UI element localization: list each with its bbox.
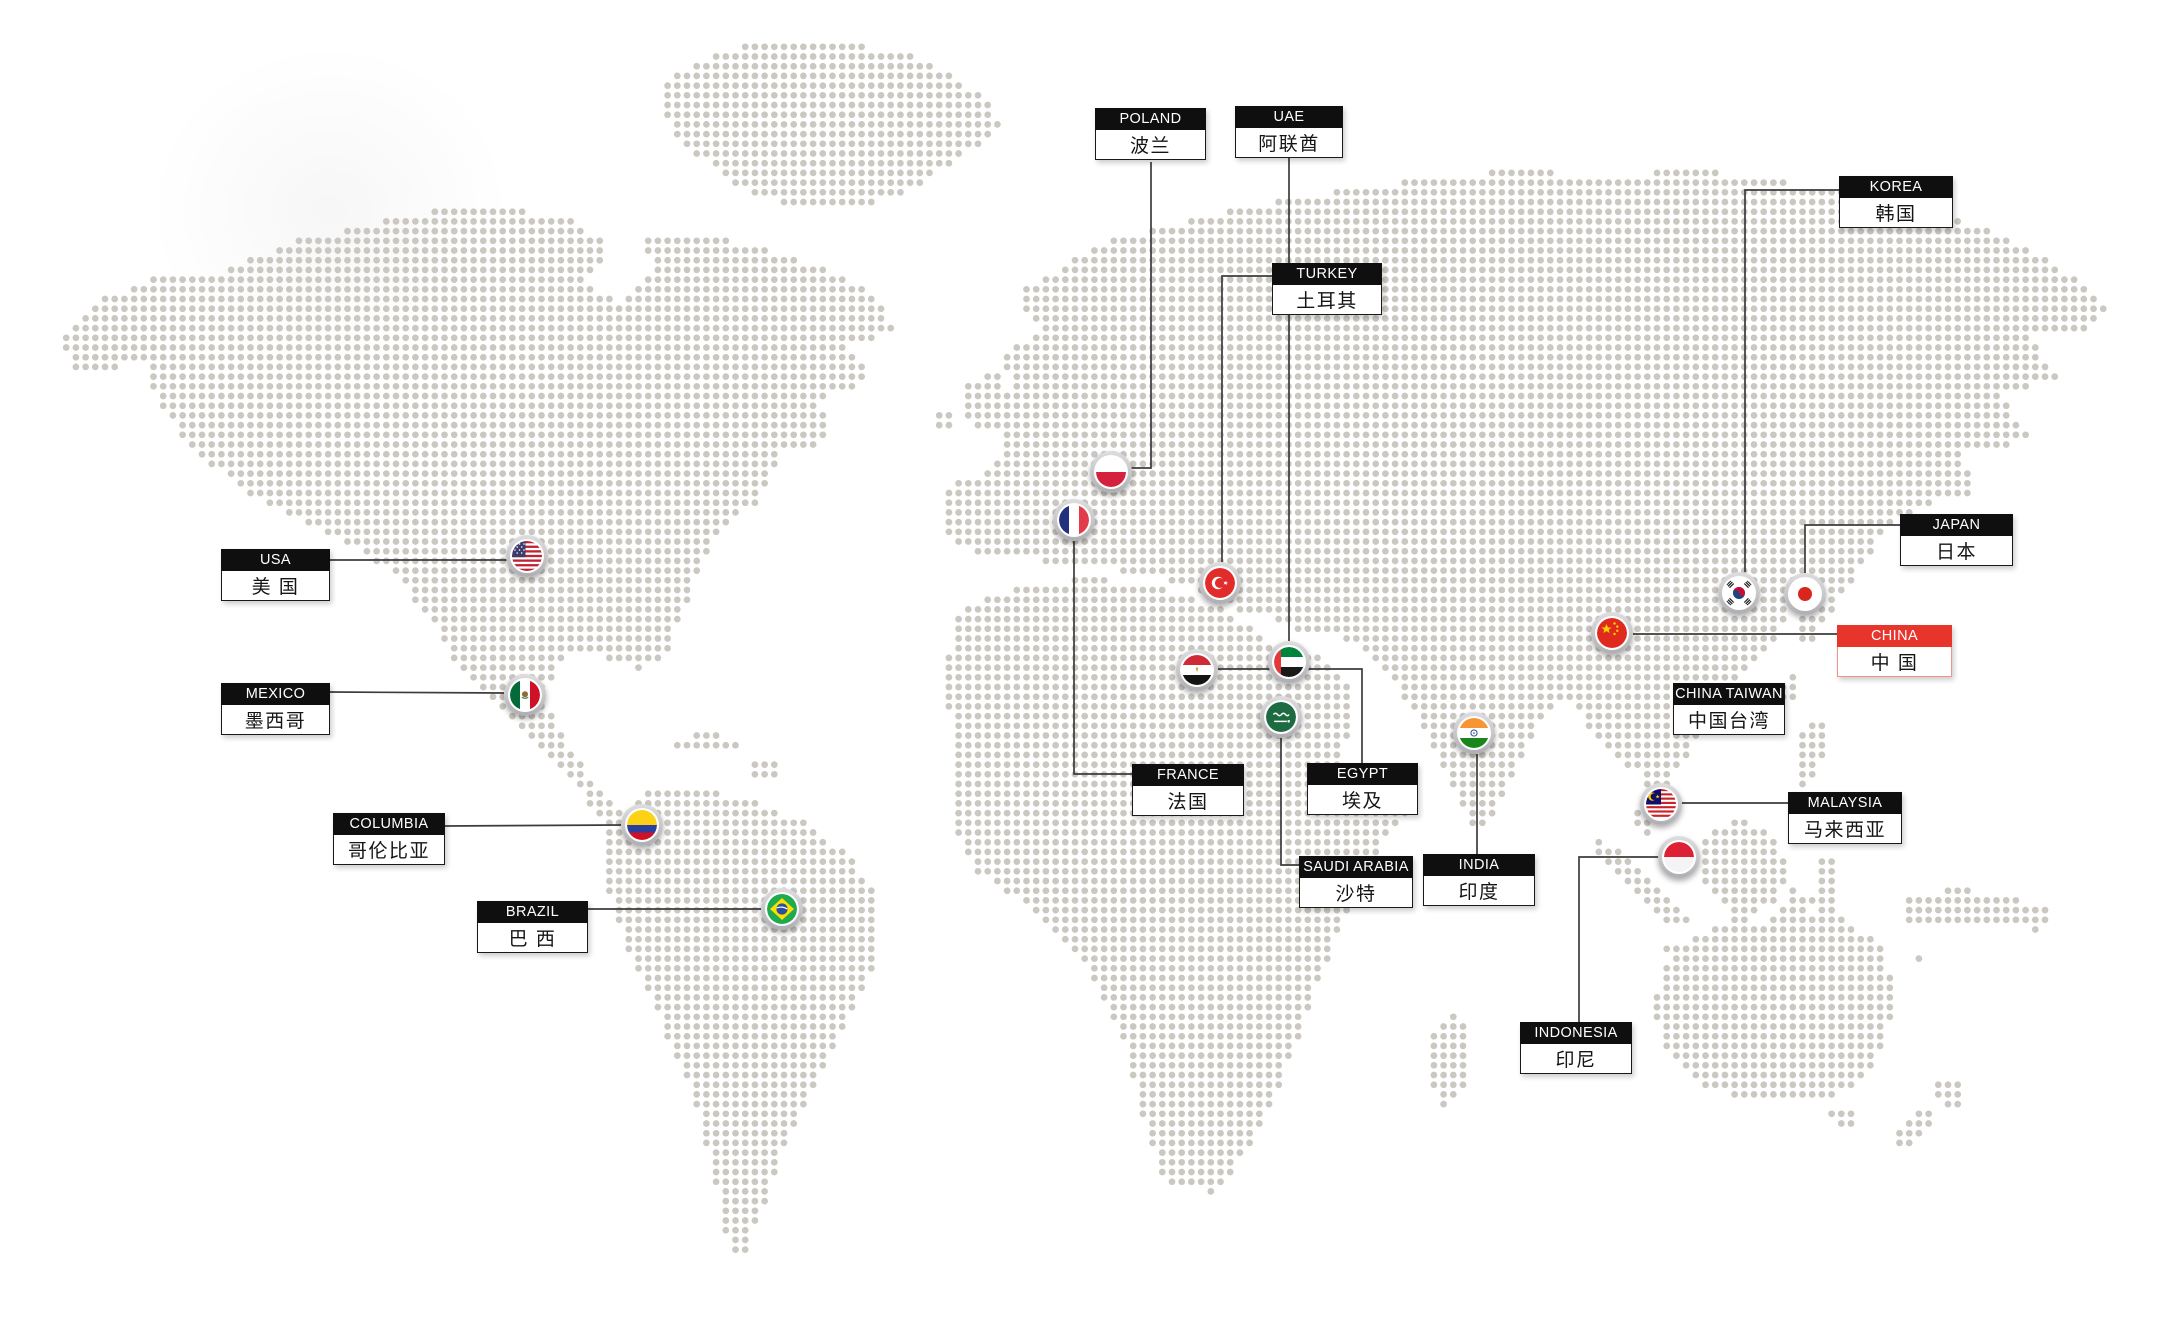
flag-marker-usa [506,535,548,577]
flag-marker-france [1053,499,1095,541]
country-label-columbia: COLUMBIA 哥伦比亚 [333,813,445,865]
brazil-flag-icon [767,894,797,924]
flag-marker-japan [1784,573,1826,615]
country-label-malaysia: MALAYSIA 马来西亚 [1788,792,1902,844]
flag-marker-brazil [761,888,803,930]
country-label-china-taiwan: CHINA TAIWAN 中国台湾 [1673,683,1785,735]
country-name-en: UAE [1235,106,1343,128]
egypt-flag-icon [1182,655,1212,685]
country-name-zh: 马来西亚 [1788,814,1902,844]
country-label-usa: USA 美 国 [221,549,330,601]
country-name-zh: 波兰 [1095,130,1206,160]
connector-line-turkey [1221,275,1272,562]
connector-line-poland [1130,162,1152,469]
country-name-en: INDONESIA [1520,1022,1632,1044]
connector-line-france [1073,541,1132,775]
connector-line-indonesia [1578,856,1658,1022]
malaysia-flag-icon [1646,789,1676,819]
korea-flag-icon [1724,578,1754,608]
country-name-en: KOREA [1839,176,1953,198]
country-name-en: MALAYSIA [1788,792,1902,814]
usa-flag-icon [512,541,542,571]
country-name-en: CHINA TAIWAN [1673,683,1785,705]
saudi-arabia-flag-icon [1266,702,1296,732]
country-label-france: FRANCE 法国 [1132,764,1244,816]
country-name-en: JAPAN [1900,514,2013,536]
flag-marker-turkey [1199,562,1241,604]
country-label-japan: JAPAN 日本 [1900,514,2013,566]
flag-marker-malaysia [1640,783,1682,825]
country-name-en: FRANCE [1132,764,1244,786]
country-label-egypt: EGYPT 埃及 [1307,763,1418,815]
flag-marker-india [1453,712,1495,754]
connector-line-egypt [1218,668,1363,763]
country-name-en: EGYPT [1307,763,1418,785]
connector-line-columbia [444,824,622,827]
china-flag-icon [1597,618,1627,648]
country-name-zh: 土耳其 [1272,285,1382,315]
country-label-brazil: BRAZIL 巴 西 [477,901,588,953]
country-label-mexico: MEXICO 墨西哥 [221,683,330,735]
country-name-zh: 美 国 [221,571,330,601]
country-label-indonesia: INDONESIA 印尼 [1520,1022,1632,1074]
country-label-korea: KOREA 韩国 [1839,176,1953,228]
country-name-zh: 哥伦比亚 [333,835,445,865]
flag-marker-indonesia [1658,836,1700,878]
connector-line-saudi-arabia [1280,738,1299,866]
country-name-en: INDIA [1423,854,1535,876]
connector-line-japan [1804,524,1900,573]
mexico-flag-icon [510,680,540,710]
india-flag-icon [1459,718,1489,748]
country-label-turkey: TURKEY 土耳其 [1272,263,1382,315]
flag-marker-china [1591,612,1633,654]
country-name-zh: 印尼 [1520,1044,1632,1074]
country-name-en: POLAND [1095,108,1206,130]
uae-flag-icon [1274,647,1304,677]
connector-line-mexico [329,691,505,694]
flag-marker-egypt [1176,649,1218,691]
france-flag-icon [1059,505,1089,535]
country-name-en: COLUMBIA [333,813,445,835]
indonesia-flag-icon [1664,842,1694,872]
country-name-zh: 印度 [1423,876,1535,906]
flag-marker-korea [1718,572,1760,614]
country-name-zh: 沙特 [1299,878,1413,908]
flag-marker-saudi-arabia [1260,696,1302,738]
country-name-en: CHINA [1837,625,1952,647]
country-name-zh: 日本 [1900,536,2013,566]
columbia-flag-icon [627,810,657,840]
country-name-en: MEXICO [221,683,330,705]
country-name-zh: 中国台湾 [1673,705,1785,735]
japan-flag-icon [1790,579,1820,609]
country-name-zh: 法国 [1132,786,1244,816]
country-name-en: TURKEY [1272,263,1382,285]
country-label-china: CHINA 中 国 [1837,625,1952,677]
connector-line-korea [1744,189,1839,572]
turkey-flag-icon [1205,568,1235,598]
flag-marker-poland [1090,451,1132,493]
country-name-zh: 韩国 [1839,198,1953,228]
flag-marker-uae [1268,641,1310,683]
country-label-saudi-arabia: SAUDI ARABIA 沙特 [1299,856,1413,908]
country-label-uae: UAE 阿联酋 [1235,106,1343,158]
country-name-en: USA [221,549,330,571]
country-name-zh: 埃及 [1307,785,1418,815]
country-label-india: INDIA 印度 [1423,854,1535,906]
poland-flag-icon [1096,457,1126,487]
country-name-en: SAUDI ARABIA [1299,856,1413,878]
country-name-zh: 中 国 [1837,647,1952,677]
flag-marker-mexico [504,674,546,716]
country-name-zh: 阿联酋 [1235,128,1343,158]
country-label-poland: POLAND 波兰 [1095,108,1206,160]
country-name-en: BRAZIL [477,901,588,923]
flag-marker-columbia [621,804,663,846]
country-name-zh: 巴 西 [477,923,588,953]
country-name-zh: 墨西哥 [221,705,330,735]
